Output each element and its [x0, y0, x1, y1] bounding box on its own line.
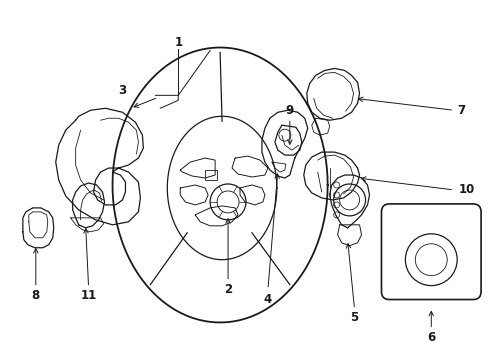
Text: 2: 2	[224, 283, 232, 296]
Text: 3: 3	[118, 84, 126, 97]
Text: 8: 8	[32, 289, 40, 302]
Text: 5: 5	[350, 311, 358, 324]
Text: 6: 6	[427, 331, 434, 344]
Text: 10: 10	[458, 184, 474, 197]
Text: 1: 1	[174, 36, 182, 49]
Text: 11: 11	[81, 289, 97, 302]
Text: 4: 4	[263, 293, 271, 306]
Text: 7: 7	[456, 104, 464, 117]
Text: 9: 9	[285, 104, 293, 117]
